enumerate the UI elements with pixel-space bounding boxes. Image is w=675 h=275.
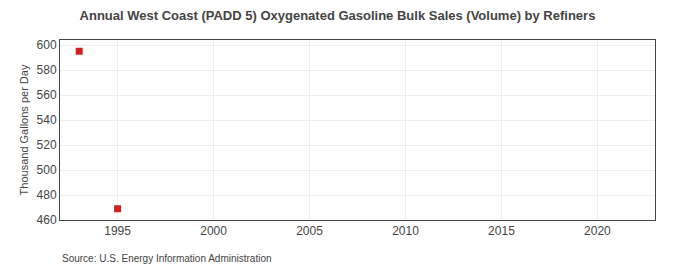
svg-text:2010: 2010 <box>392 224 419 238</box>
svg-text:580: 580 <box>37 63 57 77</box>
svg-text:540: 540 <box>37 113 57 127</box>
svg-text:2000: 2000 <box>200 224 227 238</box>
svg-text:2020: 2020 <box>584 224 611 238</box>
svg-text:1995: 1995 <box>104 224 131 238</box>
svg-text:520: 520 <box>37 138 57 152</box>
svg-text:480: 480 <box>37 188 57 202</box>
svg-text:560: 560 <box>37 88 57 102</box>
svg-text:500: 500 <box>37 163 57 177</box>
svg-text:2015: 2015 <box>488 224 515 238</box>
svg-text:600: 600 <box>37 38 57 52</box>
svg-text:Source: U.S. Energy Informatio: Source: U.S. Energy Information Administ… <box>62 253 272 264</box>
svg-text:2005: 2005 <box>296 224 323 238</box>
svg-text:Annual West Coast (PADD 5) Oxy: Annual West Coast (PADD 5) Oxygenated Ga… <box>80 8 596 23</box>
svg-text:460: 460 <box>37 213 57 227</box>
svg-text:Thousand Gallons per Day: Thousand Gallons per Day <box>18 64 30 195</box>
